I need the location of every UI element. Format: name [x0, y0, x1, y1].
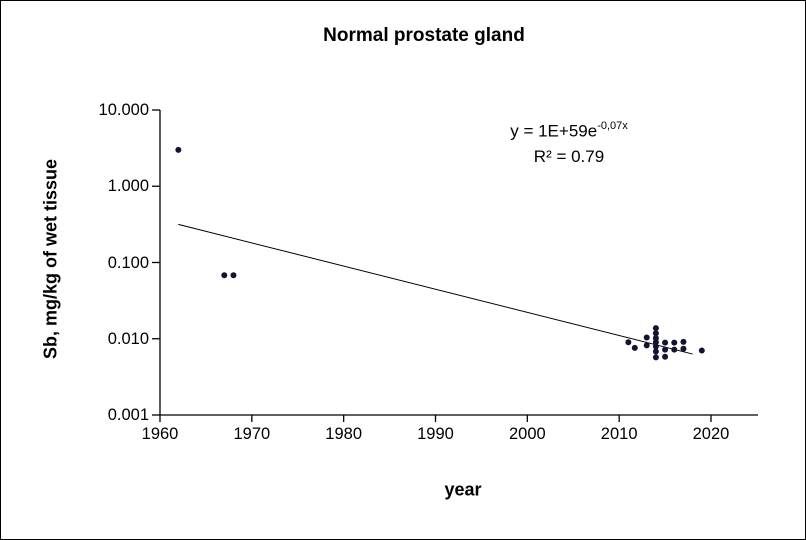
data-point	[643, 334, 650, 341]
chart-title: Normal prostate gland	[323, 25, 525, 46]
data-point	[652, 354, 659, 361]
x-tick-label: 1960	[141, 425, 179, 443]
x-tick-label: 2010	[600, 425, 638, 443]
data-point	[230, 272, 237, 279]
y-tick-label: 1.000	[107, 177, 149, 196]
y-tick-label: 0.001	[107, 406, 149, 424]
x-tick-label: 1980	[325, 425, 363, 443]
x-tick-label: 1990	[417, 425, 454, 443]
x-axis-title: year	[444, 479, 482, 500]
x-tick-label: 2000	[508, 425, 546, 443]
data-point	[662, 346, 669, 353]
data-point	[652, 343, 659, 350]
trendline	[178, 223, 693, 355]
data-point	[631, 344, 638, 351]
data-point	[652, 339, 659, 346]
data-point	[662, 339, 669, 346]
trendline-annotation: y = 1E+59e-0,07x R² = 0.79	[510, 115, 628, 169]
data-point	[625, 339, 632, 346]
r-squared-value: R² = 0.79	[533, 146, 605, 166]
x-tick-label: 1970	[233, 425, 271, 443]
data-point	[652, 330, 659, 337]
equation-base: y = 1E+59e	[510, 121, 598, 141]
y-tick-label: 10.000	[98, 101, 149, 119]
data-point	[698, 347, 705, 354]
data-point	[652, 335, 659, 342]
data-point	[175, 146, 182, 153]
data-point	[680, 338, 687, 345]
data-point	[652, 325, 659, 332]
data-point	[671, 346, 678, 353]
equation-exponent: -0,07x	[597, 120, 628, 132]
y-tick-label: 0.100	[107, 253, 149, 272]
y-tick-label: 0.010	[107, 329, 149, 348]
data-point	[643, 342, 650, 349]
data-point	[671, 339, 678, 346]
data-point	[652, 348, 659, 355]
data-point	[680, 345, 687, 352]
data-point	[662, 353, 669, 360]
x-tick-label: 2020	[692, 425, 730, 443]
trendline-equation: y = 1E+59e-0,07x	[510, 115, 628, 144]
data-point	[221, 272, 228, 279]
